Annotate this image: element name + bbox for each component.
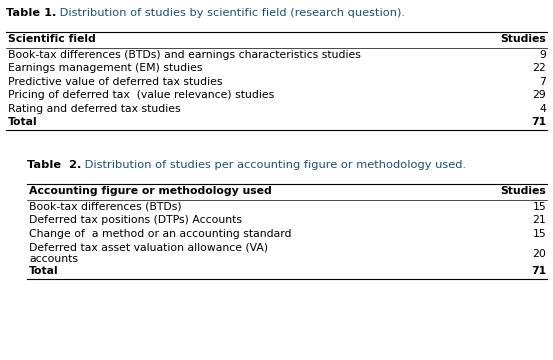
Text: 4: 4 [540, 104, 546, 114]
Text: Studies: Studies [500, 186, 546, 196]
Text: 29: 29 [533, 90, 546, 100]
Text: Table 1.: Table 1. [6, 8, 56, 18]
Text: Accounting figure or methodology used: Accounting figure or methodology used [29, 186, 272, 196]
Text: Deferred tax positions (DTPs) Accounts: Deferred tax positions (DTPs) Accounts [29, 215, 242, 225]
Text: 15: 15 [533, 202, 546, 212]
Text: Studies: Studies [500, 34, 546, 44]
Text: Book-tax differences (BTDs): Book-tax differences (BTDs) [29, 202, 182, 212]
Text: 7: 7 [540, 77, 546, 87]
Text: 21: 21 [533, 215, 546, 225]
Text: Distribution of studies by scientific field (research question).: Distribution of studies by scientific fi… [56, 8, 405, 18]
Text: accounts: accounts [29, 254, 79, 264]
Text: 15: 15 [533, 229, 546, 239]
Text: Predictive value of deferred tax studies: Predictive value of deferred tax studies [8, 77, 223, 87]
Text: 71: 71 [531, 266, 546, 276]
Text: Table  2.: Table 2. [27, 160, 81, 170]
Text: 9: 9 [540, 50, 546, 60]
Text: 22: 22 [533, 63, 546, 73]
Text: Deferred tax asset valuation allowance (VA): Deferred tax asset valuation allowance (… [29, 242, 268, 252]
Text: 71: 71 [531, 117, 546, 127]
Text: Rating and deferred tax studies: Rating and deferred tax studies [8, 104, 181, 114]
Text: Book-tax differences (BTDs) and earnings characteristics studies: Book-tax differences (BTDs) and earnings… [8, 50, 361, 60]
Text: Distribution of studies per accounting figure or methodology used.: Distribution of studies per accounting f… [81, 160, 466, 170]
Text: Total: Total [29, 266, 59, 276]
Text: Earnings management (EM) studies: Earnings management (EM) studies [8, 63, 203, 73]
Text: Scientific field: Scientific field [8, 34, 96, 44]
Text: 20: 20 [533, 249, 546, 259]
Text: Total: Total [8, 117, 38, 127]
Text: Pricing of deferred tax  (value relevance) studies: Pricing of deferred tax (value relevance… [8, 90, 274, 100]
Text: Change of  a method or an accounting standard: Change of a method or an accounting stan… [29, 229, 292, 239]
